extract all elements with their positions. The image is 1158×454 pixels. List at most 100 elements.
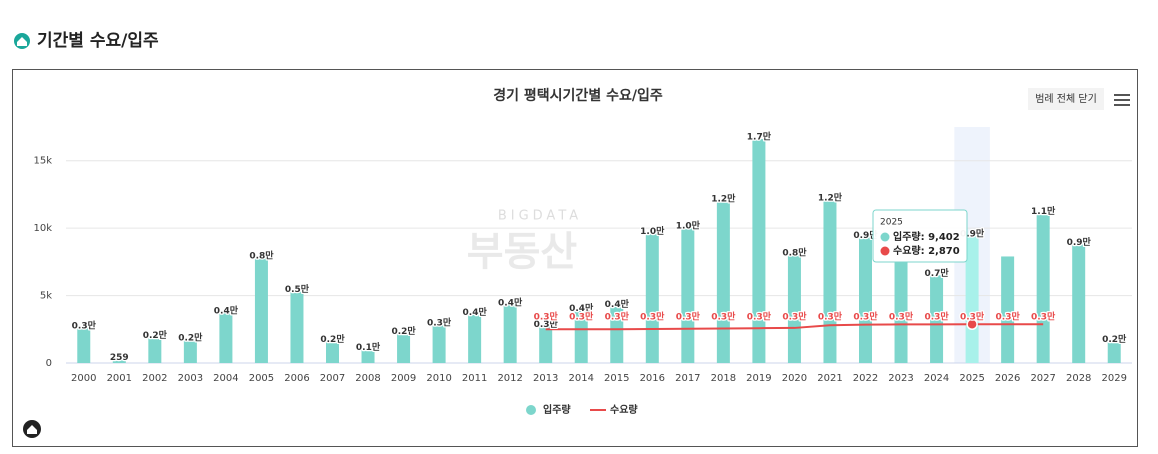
line [545,323,1044,331]
data-label: 0.1만 [356,341,381,353]
bar [468,314,482,363]
y-tick-label: 0 [46,358,52,369]
bar [539,326,553,363]
data-label: 0.2만 [1102,333,1127,345]
data-label: 0.3만 [889,311,914,323]
bar [1107,341,1121,363]
hover-point [966,318,978,331]
data-label: 1.0만 [640,225,665,237]
menu-bar[interactable] [1114,99,1130,101]
header-icon-house [17,37,27,46]
y-tick-label: 10k [33,223,52,234]
x-tick-label: 2014 [569,373,594,384]
tooltip-line: 수요량: 2,870 [893,245,960,257]
legend-label: 수요량 [610,404,638,416]
bar [965,236,979,363]
bar [77,327,91,363]
menu-bar[interactable] [1114,94,1130,96]
y-tick-label: 5k [40,291,52,302]
x-tick-label: 2005 [249,373,274,384]
tooltip-title: 2025 [880,218,903,228]
bar [752,139,766,363]
data-label: 1.2만 [711,193,736,205]
data-label: 0.3만 [924,311,949,323]
data-label: 0.3만 [534,311,559,323]
watermark-large: 부동산 [467,229,578,275]
data-label: 0.3만 [711,311,736,323]
data-label: 259 [110,353,129,363]
data-label: 0.8만 [249,249,274,261]
data-label: 0.4만 [463,306,488,318]
x-tick-label: 2018 [711,373,736,384]
bar [610,306,624,363]
bar [787,255,801,363]
data-label: 0.3만 [1031,311,1056,323]
data-label: 1.7만 [747,131,772,143]
x-tick-label: 2017 [675,373,700,384]
bar [894,261,908,363]
logo-house [27,425,37,434]
x-tick-label: 2020 [782,373,807,384]
legend-label: 입주량 [543,403,571,416]
data-label: 0.3만 [782,311,807,323]
bar [823,199,837,363]
data-label: 0.3만 [605,311,630,323]
bar [219,313,233,363]
data-label: 0.4만 [214,305,239,317]
x-tick-label: 2010 [426,373,451,384]
bar [112,359,126,363]
bar [930,275,944,363]
x-tick-label: 2016 [640,373,665,384]
data-label: 0.3만 [640,311,665,323]
bar [859,237,872,363]
y-tick-label: 15k [33,156,52,167]
bar [681,228,695,363]
bar [432,325,446,363]
tooltip-swatch [880,246,890,256]
bar [361,349,375,363]
data-label: 0.2만 [143,329,168,341]
bar [503,305,517,363]
data-label: 0.2만 [178,332,203,344]
x-tick-label: 2000 [71,373,96,384]
data-label: 1.1만 [1031,205,1056,217]
tooltip-box [872,209,968,263]
data-label: 0.9만 [1067,236,1092,248]
x-tick-label: 2009 [391,373,416,384]
bar [1036,213,1050,363]
legend-toggle-label[interactable]: 범례 전체 닫기 [1035,93,1097,105]
menu-bar[interactable] [1114,104,1130,106]
x-tick-label: 2026 [995,373,1020,384]
bar [148,337,162,363]
data-label: 0.3만 [534,318,559,330]
tooltip-line: 입주량: 9,402 [893,230,960,243]
x-tick-label: 2002 [142,373,167,384]
data-label: 0.3만 [72,319,97,331]
x-tick-label: 2013 [533,373,558,384]
data-label: 0.5만 [285,283,310,295]
legend-toggle-button[interactable] [1028,88,1104,110]
data-label: 0.2만 [320,333,345,345]
data-label: 0.4만 [498,297,523,309]
bar [574,310,588,363]
bar [1001,256,1015,363]
header-title: 기간별 수요/입주 [37,31,159,51]
bar [1072,244,1086,363]
x-tick-label: 2004 [213,373,238,384]
x-tick-label: 2022 [853,373,878,384]
bar [397,333,411,363]
bar [254,257,268,363]
menu-icon[interactable] [1114,94,1130,106]
x-tick-label: 2007 [320,373,345,384]
data-label: 1.0만 [676,220,701,232]
x-tick-label: 2011 [462,373,487,384]
x-tick-label: 2029 [1102,373,1127,384]
data-label: 0.3만 [853,311,878,323]
data-label: 1.2만 [818,191,843,203]
data-label: 0.3만 [818,311,843,323]
bar [326,341,339,363]
data-label: 0.8만 [782,247,807,259]
x-tick-label: 2006 [284,373,309,384]
data-label: 0.3만 [676,311,701,323]
